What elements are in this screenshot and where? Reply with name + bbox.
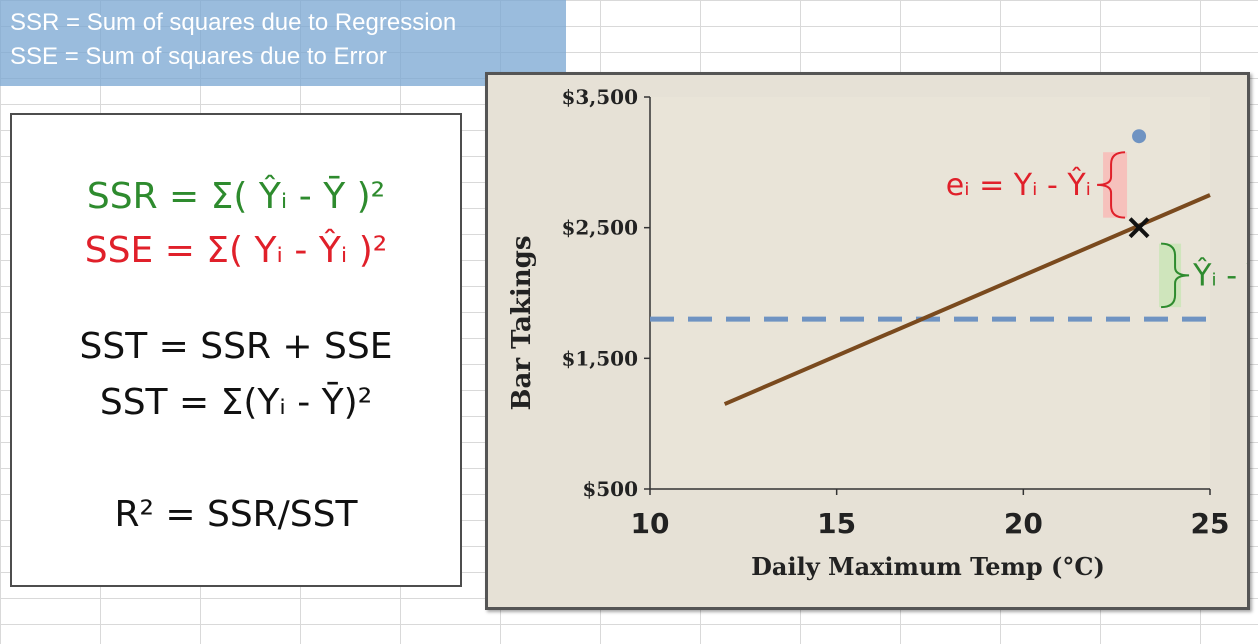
- y-tick-label: $3,500: [561, 85, 638, 109]
- y-axis-label: Bar Takings: [507, 236, 537, 411]
- regression-line: [723, 193, 1211, 406]
- observed-point: [1132, 129, 1147, 144]
- formula-panel: SSR = Σ( Ŷᵢ - Ȳ )² SSE = Σ( Yᵢ - Ŷᵢ )² S…: [10, 113, 462, 587]
- x-axis-label: Daily Maximum Temp (°C): [751, 552, 1105, 581]
- regression-chart: $500 $1,500 $2,500 $3,500 10 15 20 25 Bar Taki…: [507, 85, 1247, 581]
- y-tick-label: $2,500: [561, 216, 638, 240]
- sst-sum-formula: SST = SSR + SSE: [79, 326, 393, 367]
- caption-box: SSR = Sum of squares due to Regression S…: [0, 0, 566, 86]
- x-tick-label: 15: [817, 507, 856, 540]
- ssr-formula: SSR = Σ( Ŷᵢ - Ȳ )²: [86, 176, 386, 217]
- explained-annotation: Ŷᵢ - Ȳ: [1192, 256, 1247, 293]
- caption-line-sse: SSE = Sum of squares due to Error: [10, 43, 387, 70]
- y-tick-label: $1,500: [561, 346, 638, 370]
- x-tick-label: 20: [1004, 507, 1043, 540]
- chart-frame: $500 $1,500 $2,500 $3,500 10 15 20 25 Bar Taki…: [485, 72, 1250, 610]
- x-tick-label: 25: [1191, 507, 1230, 540]
- sst-definition-formula: SST = Σ(Yᵢ - Ȳ)²: [99, 382, 373, 423]
- axes: [649, 97, 1210, 490]
- r-squared-formula: R² = SSR/SST: [114, 494, 358, 535]
- error-brace: [1097, 151, 1128, 219]
- sse-formula: SSE = Σ( Yᵢ - Ŷᵢ )²: [84, 230, 388, 271]
- x-tick-label: 10: [631, 507, 670, 540]
- caption-line-ssr: SSR = Sum of squares due to Regression: [10, 9, 457, 36]
- predicted-point-x-mark: [1128, 217, 1150, 239]
- error-annotation: eᵢ = Yᵢ - Ŷᵢ: [946, 166, 1091, 203]
- y-tick-label: $500: [582, 477, 638, 501]
